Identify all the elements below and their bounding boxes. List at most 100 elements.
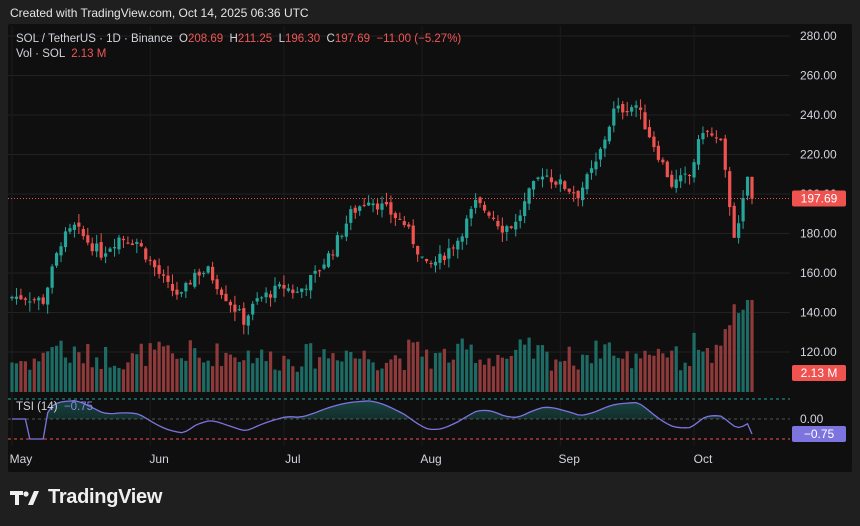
volume-bar bbox=[215, 343, 219, 392]
candle-body bbox=[10, 296, 14, 299]
volume-bar bbox=[175, 358, 179, 392]
candle-body bbox=[656, 145, 660, 160]
volume-bar bbox=[424, 349, 429, 392]
candle-body bbox=[389, 202, 393, 215]
candle-body bbox=[41, 297, 45, 304]
volume-bar bbox=[638, 358, 643, 392]
candle-body bbox=[104, 253, 108, 257]
candle-body bbox=[638, 107, 643, 110]
candle-body bbox=[46, 287, 50, 305]
candle-body bbox=[331, 254, 335, 256]
volume-bar bbox=[23, 361, 27, 392]
volume-bar bbox=[255, 357, 259, 392]
volume-bar bbox=[59, 340, 63, 392]
volume-bar bbox=[670, 350, 674, 392]
candle-body bbox=[197, 271, 201, 276]
candle-body bbox=[750, 176, 754, 199]
candle-body bbox=[429, 263, 433, 265]
candle-body bbox=[309, 274, 313, 291]
volume-bar bbox=[260, 349, 264, 392]
volume-bar bbox=[478, 359, 482, 392]
volume-bar bbox=[612, 355, 616, 392]
candle-body bbox=[451, 247, 455, 249]
price-tick-label: 260.00 bbox=[800, 69, 837, 83]
volume-bar bbox=[741, 309, 745, 392]
volume-bar bbox=[634, 353, 638, 392]
volume-bar bbox=[460, 338, 464, 392]
candle-body bbox=[580, 187, 585, 201]
candle-body bbox=[598, 148, 603, 160]
candlesticks bbox=[8, 97, 790, 335]
candle-body bbox=[90, 243, 94, 252]
volume-bar bbox=[607, 342, 611, 392]
candle-body bbox=[86, 235, 90, 243]
volume-bar bbox=[309, 343, 313, 392]
volume-bar bbox=[326, 358, 331, 392]
candle-body bbox=[95, 243, 99, 252]
close-label: C bbox=[326, 33, 335, 45]
volume-bar bbox=[144, 365, 148, 392]
volume-bar bbox=[732, 304, 736, 392]
candle-body bbox=[723, 138, 727, 170]
volume-bar bbox=[737, 313, 741, 392]
volume-bar bbox=[451, 359, 455, 392]
price-tick-label: 220.00 bbox=[800, 148, 837, 162]
candle-body bbox=[157, 265, 161, 275]
volume-bar bbox=[242, 360, 246, 392]
volume-bar bbox=[335, 360, 340, 392]
candle-body bbox=[228, 301, 233, 306]
volume-bar bbox=[407, 339, 411, 392]
candle-body bbox=[77, 222, 81, 227]
candle-body bbox=[273, 285, 277, 298]
candle-body bbox=[206, 266, 210, 273]
volume-bar bbox=[72, 346, 77, 392]
volume-bar bbox=[286, 359, 290, 392]
time-tick-label: Jul bbox=[285, 452, 300, 466]
volume-bar bbox=[728, 325, 732, 392]
candle-body bbox=[643, 112, 647, 130]
tradingview-logo: TradingView bbox=[10, 486, 162, 509]
volume-bar bbox=[10, 362, 14, 392]
volume-bar bbox=[656, 348, 660, 392]
candle-body bbox=[567, 188, 571, 192]
volume-bar bbox=[384, 362, 389, 392]
candle-body bbox=[335, 235, 340, 257]
volume-bar bbox=[237, 361, 241, 392]
candle-body bbox=[219, 289, 224, 295]
volume-bar bbox=[148, 343, 152, 392]
candle-body bbox=[184, 282, 188, 292]
volume-bar bbox=[438, 352, 442, 392]
volume-bar bbox=[589, 363, 594, 392]
time-axis: May Jun Jul Aug Sep Oct bbox=[10, 452, 713, 466]
candle-body bbox=[340, 235, 344, 237]
candle-body bbox=[420, 256, 424, 258]
volume-bar bbox=[710, 362, 714, 392]
tsi-fill bbox=[12, 400, 752, 419]
volume-bar bbox=[474, 362, 478, 392]
volume-bar bbox=[193, 348, 197, 392]
price-badge: 197.69 bbox=[801, 192, 838, 206]
candle-body bbox=[179, 292, 184, 294]
volume-bar bbox=[375, 370, 380, 392]
candle-body bbox=[112, 247, 117, 249]
volume-bar bbox=[554, 359, 558, 392]
volume-bar bbox=[398, 358, 402, 392]
volume-bar bbox=[576, 369, 580, 392]
volume-bar bbox=[362, 350, 366, 392]
volume-bar bbox=[50, 347, 54, 392]
volume-bar bbox=[692, 332, 696, 392]
chart-panel[interactable] bbox=[8, 24, 852, 472]
candle-body bbox=[264, 292, 268, 298]
volume-bar bbox=[353, 358, 357, 392]
candle-body bbox=[384, 201, 389, 205]
volume-bar bbox=[291, 366, 295, 392]
volume-bar bbox=[313, 368, 317, 392]
price-tick-label: 160.00 bbox=[800, 266, 837, 280]
volume-bar bbox=[32, 358, 36, 392]
candle-body bbox=[634, 105, 638, 108]
candle-body bbox=[353, 207, 357, 213]
candle-body bbox=[161, 274, 166, 276]
volume-bar bbox=[197, 357, 201, 392]
volume-bar bbox=[465, 349, 469, 392]
